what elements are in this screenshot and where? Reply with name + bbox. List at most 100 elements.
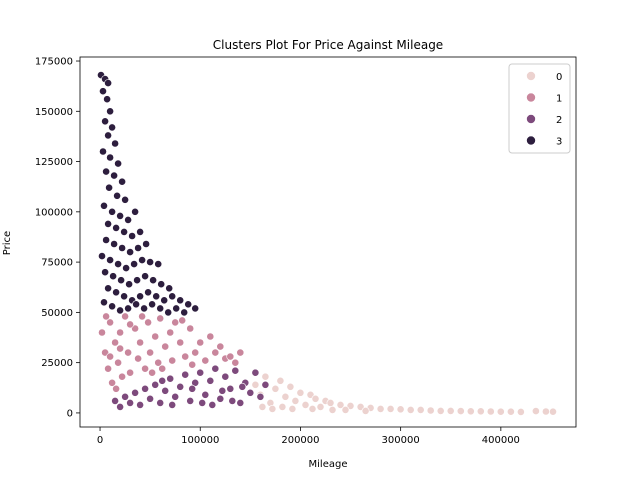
data-point-cluster-1: [146, 348, 154, 357]
data-point-cluster-1: [106, 318, 114, 327]
data-point-cluster-1: [121, 312, 129, 321]
data-point-cluster-3: [104, 131, 112, 140]
data-point-cluster-1: [226, 352, 235, 361]
data-point-cluster-3: [109, 272, 117, 281]
data-point-cluster-3: [118, 177, 126, 186]
data-point-cluster-0: [446, 406, 455, 415]
data-point-cluster-1: [98, 328, 106, 337]
data-point-cluster-3: [191, 304, 200, 313]
data-point-cluster-3: [148, 300, 156, 309]
y-tick-label: 0: [67, 408, 73, 419]
data-point-cluster-1: [168, 356, 177, 365]
data-point-cluster-0: [517, 407, 525, 416]
data-point-cluster-3: [165, 284, 174, 293]
data-point-cluster-0: [506, 407, 515, 416]
data-point-cluster-3: [144, 288, 152, 297]
data-point-cluster-3: [156, 304, 165, 313]
data-point-cluster-3: [134, 244, 142, 252]
data-point-cluster-2: [256, 392, 265, 401]
data-point-cluster-3: [136, 292, 144, 301]
data-point-cluster-3: [180, 308, 189, 317]
data-point-cluster-0: [308, 404, 317, 413]
data-point-cluster-1: [148, 368, 156, 377]
data-point-cluster-3: [136, 227, 144, 236]
data-point-cluster-2: [231, 366, 240, 375]
data-point-cluster-1: [236, 348, 245, 357]
data-point-cluster-0: [281, 392, 290, 401]
data-point-cluster-3: [106, 107, 114, 116]
data-point-cluster-2: [208, 400, 217, 409]
data-point-cluster-0: [456, 407, 465, 415]
data-point-cluster-2: [151, 380, 160, 389]
data-point-cluster-0: [316, 402, 325, 411]
data-point-cluster-2: [228, 396, 237, 405]
legend: 0 1 2 3: [508, 63, 571, 154]
y-tick-label: 125000: [35, 157, 73, 168]
data-point-cluster-2: [161, 386, 170, 395]
data-point-cluster-2: [158, 376, 167, 385]
data-point-cluster-0: [251, 380, 260, 389]
data-point-cluster-3: [118, 244, 126, 252]
data-point-cluster-1: [178, 316, 187, 325]
y-tick-label: 75000: [41, 258, 73, 269]
data-point-cluster-2: [168, 400, 177, 409]
data-point-cluster-3: [152, 292, 161, 301]
data-point-cluster-2: [171, 392, 180, 401]
data-point-cluster-2: [216, 394, 225, 403]
data-point-cluster-2: [111, 396, 119, 405]
data-point-cluster-1: [136, 338, 144, 347]
data-point-cluster-0: [336, 400, 345, 409]
data-point-cluster-2: [198, 398, 207, 407]
data-point-cluster-3: [142, 240, 150, 248]
legend-label-cluster-0: 0: [556, 72, 562, 83]
data-point-cluster-3: [124, 304, 133, 313]
data-point-cluster-3: [172, 304, 181, 313]
data-point-cluster-2: [206, 376, 215, 385]
data-point-cluster-3: [124, 215, 133, 224]
data-point-cluster-3: [102, 167, 110, 176]
data-point-cluster-1: [166, 328, 175, 337]
data-point-cluster-3: [120, 292, 128, 301]
data-point-cluster-3: [140, 304, 148, 313]
data-point-cluster-0: [386, 404, 395, 413]
data-point-cluster-1: [216, 342, 225, 351]
data-point-cluster-1: [138, 312, 146, 321]
y-axis-label: Price: [2, 231, 13, 255]
data-point-cluster-3: [116, 211, 124, 220]
data-point-cluster-1: [144, 318, 152, 327]
data-point-cluster-2: [141, 384, 149, 393]
data-point-cluster-1: [116, 344, 124, 353]
data-point-cluster-3: [160, 296, 169, 305]
data-point-cluster-2: [221, 372, 230, 381]
data-point-cluster-1: [196, 338, 205, 347]
data-point-cluster-0: [436, 406, 445, 415]
data-point-cluster-1: [154, 358, 163, 367]
data-point-cluster-2: [186, 396, 195, 405]
data-point-cluster-0: [542, 407, 550, 416]
data-point-cluster-0: [426, 406, 435, 415]
y-axis: 0 25000 50000 75000 100000 125000 150000 175000: [35, 57, 80, 419]
data-point-cluster-0: [341, 405, 350, 414]
data-point-cluster-1: [126, 320, 135, 329]
data-point-cluster-1: [161, 342, 170, 351]
data-point-cluster-2: [201, 390, 210, 399]
data-point-cluster-2: [181, 370, 190, 379]
data-point-cluster-2: [251, 368, 260, 377]
data-point-cluster-0: [326, 398, 335, 407]
data-point-cluster-2: [246, 388, 255, 397]
data-point-cluster-3: [130, 260, 138, 268]
data-point-cluster-1: [181, 352, 190, 361]
data-point-cluster-0: [406, 405, 415, 414]
data-point-cluster-1: [188, 360, 197, 369]
data-point-cluster-3: [112, 223, 120, 232]
data-point-cluster-3: [104, 284, 112, 293]
data-point-cluster-3: [154, 260, 163, 268]
data-point-cluster-3: [114, 159, 122, 168]
data-point-cluster-3: [106, 153, 114, 162]
legend-marker-cluster-0: [526, 71, 536, 81]
data-point-cluster-3: [125, 280, 134, 289]
data-point-cluster-1: [118, 372, 126, 381]
data-point-cluster-2: [166, 374, 175, 383]
legend-label-cluster-1: 1: [556, 94, 562, 105]
data-point-cluster-3: [99, 147, 107, 156]
